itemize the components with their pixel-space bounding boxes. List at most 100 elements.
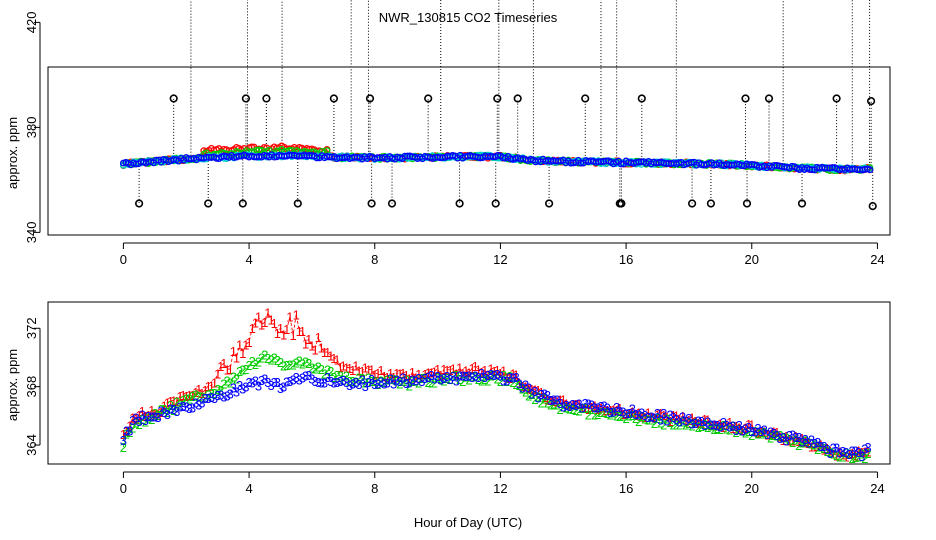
series-3-point-label: 3: [729, 418, 736, 433]
panel-top: 0 4 8 12 16 20 24 340 380 420 approx. ppm: [5, 0, 891, 267]
series-2-point-label: 2: [406, 378, 413, 393]
series-3-point-label: 3: [798, 434, 805, 449]
series-1-point-label: 1: [157, 405, 164, 420]
series-3-point-label: 3: [846, 447, 853, 462]
series-1-point-label: 1: [685, 413, 692, 428]
outlier-markers: [135, 94, 877, 211]
series-2-point-label: 2: [478, 374, 485, 389]
series-1-point-label: 1: [484, 368, 491, 383]
series-1-point-label: 1: [286, 310, 293, 325]
series-3-point-label: 3: [484, 368, 491, 383]
series-1-point-label: 1: [324, 345, 331, 360]
series-2-point-label: 2: [522, 385, 529, 400]
series-1-line: [123, 311, 869, 457]
series-2-point-label: 2: [425, 375, 432, 390]
series-1-point-label: 1: [340, 359, 347, 374]
series-3-point-label: 3: [572, 398, 579, 413]
series-3-point-label: 3: [500, 373, 507, 388]
series-3-point-label: 3: [670, 410, 677, 425]
series-3-point-label: 3: [371, 377, 378, 392]
series-1-point-label: 1: [403, 368, 410, 383]
series-1-point-label: 1: [550, 394, 557, 409]
series-3-point-label: 3: [151, 409, 158, 424]
series-2-point-label: 2: [428, 375, 435, 390]
series-3-point-label: 3: [349, 376, 356, 391]
series-3-point-label: 3: [830, 441, 837, 456]
series-1-point-label: 1: [245, 335, 252, 350]
series-1-point-label: 1: [201, 383, 208, 398]
series-3-point-label: 3: [355, 377, 362, 392]
series-1-point-label: 1: [359, 364, 366, 379]
series-3-point-label: 3: [676, 415, 683, 430]
series-2-point-label: 2: [280, 358, 287, 373]
series-3-point-label: 3: [864, 440, 871, 455]
series-3-point-label: 3: [214, 388, 221, 403]
series-3-point-label: 3: [770, 426, 777, 441]
series-3-point-label: 3: [396, 374, 403, 389]
series-1-point-label: 1: [205, 379, 212, 394]
series-1-point-label: 1: [839, 448, 846, 463]
outlier-marker: [424, 94, 433, 103]
series-1-point-label: 1: [827, 443, 834, 458]
series-1-point-label: 1: [431, 364, 438, 379]
series-3-point-label: 3: [610, 405, 617, 420]
series-3-point-label: 3: [359, 372, 366, 387]
series-3-point-label: 3: [374, 377, 381, 392]
series-1-point-label: 1: [748, 417, 755, 432]
series-1-point-label: 1: [572, 397, 579, 412]
outlier-marker: [262, 94, 271, 103]
series-2-point-label: 2: [475, 372, 482, 387]
series-3-point-label: 3: [217, 387, 224, 402]
series-2-point-label: 2: [720, 418, 727, 433]
series-2-point-label: 2: [657, 415, 664, 430]
series-2-point-label: 2: [154, 408, 161, 423]
series-2-point-label: 2: [849, 451, 856, 466]
series-1-point-label: 1: [280, 328, 287, 343]
series-1-point-label: 1: [446, 363, 453, 378]
series-1-point-label: 1: [626, 406, 633, 421]
series-2-point-label: 2: [217, 383, 224, 398]
series-2-point-label: 2: [415, 376, 422, 391]
series-2-point-label: 2: [258, 351, 265, 366]
series-3-point-label: 3: [748, 424, 755, 439]
x-tick-label-top: 8: [371, 252, 378, 267]
series-3-point-label: 3: [236, 378, 243, 393]
series-1-point-label: 1: [519, 379, 526, 394]
bottom-series-points: 1111111111111111111111111111111111111111…: [120, 306, 872, 467]
series-1-point-label: 1: [192, 385, 199, 400]
series-2-point-label: 2: [761, 425, 768, 440]
series-3-point-label: 3: [811, 436, 818, 451]
series-2-point-label: 2: [707, 419, 714, 434]
series-2-point-label: 2: [588, 402, 595, 417]
series-1-point-label: 1: [481, 363, 488, 378]
series-3-point-label: 3: [742, 422, 749, 437]
series-3-point-label: 3: [654, 406, 661, 421]
series-2-point-label: 2: [556, 402, 563, 417]
series-1-point-label: 1: [632, 408, 639, 423]
series-1-point-label: 1: [786, 434, 793, 449]
series-1-point-label: 1: [453, 366, 460, 381]
series-1-point-label: 1: [616, 401, 623, 416]
series-3-point-label: 3: [283, 374, 290, 389]
series-3-point-label: 3: [267, 378, 274, 393]
series-1-point-label: 1: [242, 337, 249, 352]
series-1-point-label: 1: [846, 447, 853, 462]
series-2-point-label: 2: [211, 386, 218, 401]
series-2-point-label: 2: [186, 392, 193, 407]
series-3-point-label: 3: [261, 372, 268, 387]
series-3-point-label: 3: [503, 373, 510, 388]
series-1-point-label: 1: [635, 406, 642, 421]
series-3-point-label: 3: [399, 371, 406, 386]
series-3-point-label: 3: [227, 387, 234, 402]
series-2-point-label: 2: [632, 411, 639, 426]
series-2-point-label: 2: [355, 371, 362, 386]
series-2-point-label: 2: [261, 348, 268, 363]
outlier-marker: [241, 94, 250, 103]
plot-frame-bottom: [47, 301, 891, 465]
series-2-point-label: 2: [333, 368, 340, 383]
series-3-point-label: 3: [538, 387, 545, 402]
series-2-point-label: 2: [503, 374, 510, 389]
series-1-point-label: 1: [528, 382, 535, 397]
series-2-point-label: 2: [183, 391, 190, 406]
series-1-point-label: 1: [773, 425, 780, 440]
